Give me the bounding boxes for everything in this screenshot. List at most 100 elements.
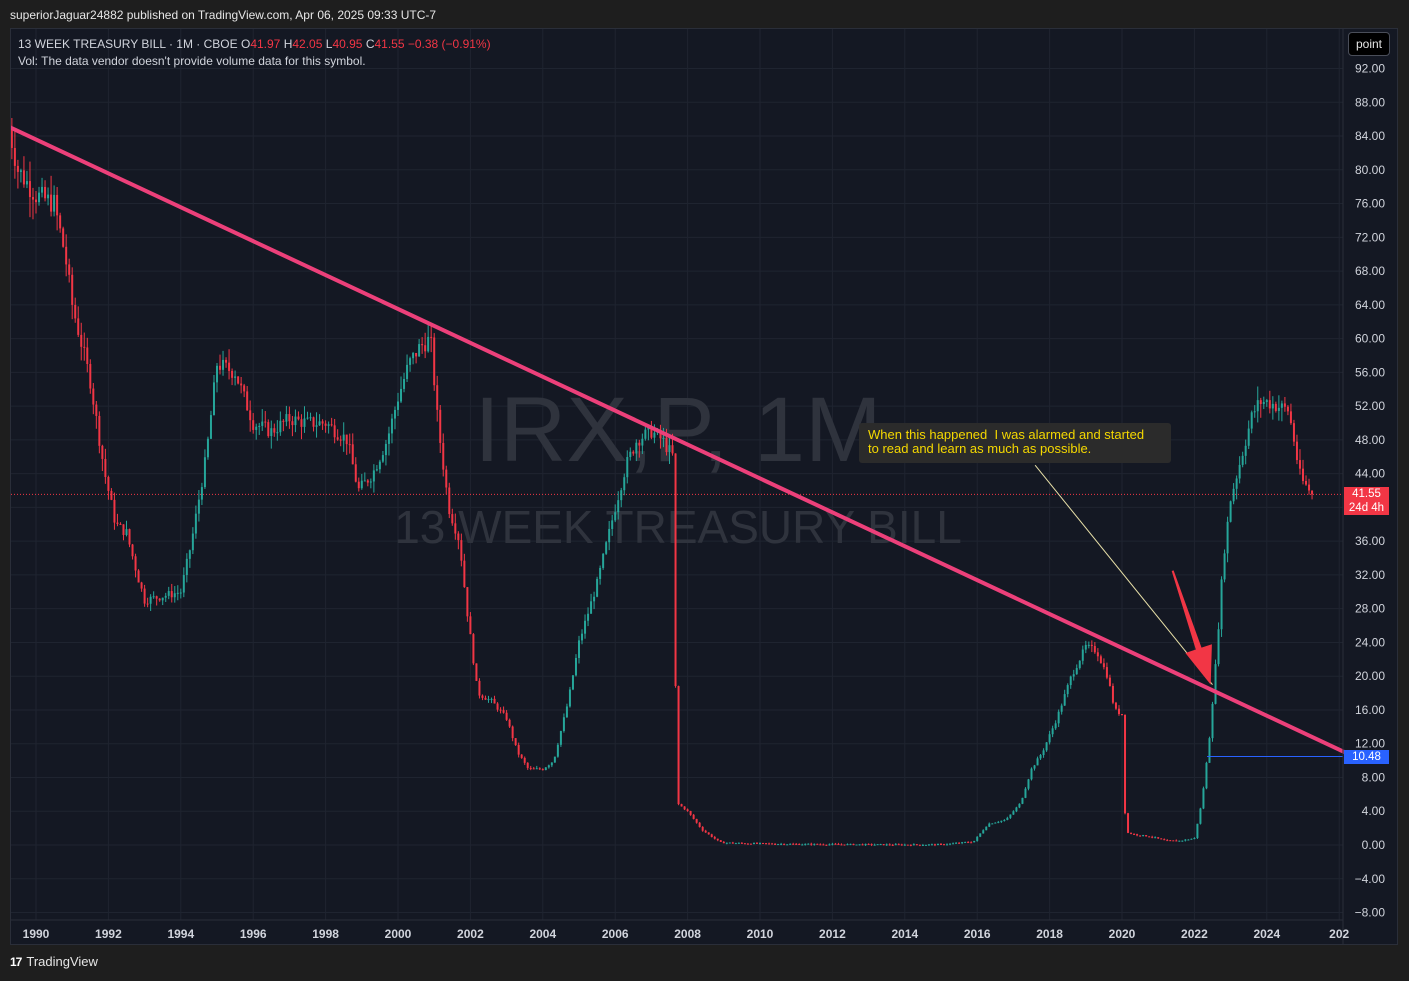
chart-canvas[interactable]: IRX,P, 1M 13 WEEK TREASURY BILL 92.00 88.… — [11, 29, 1398, 945]
candle-body — [1172, 840, 1175, 842]
candle-body — [1235, 478, 1238, 489]
candle-body — [41, 186, 44, 193]
candle-body — [439, 409, 442, 443]
candle-body — [1187, 839, 1190, 841]
candle-body — [1117, 708, 1120, 715]
candle-body — [695, 818, 698, 823]
candle-body — [336, 437, 339, 440]
y-tick-label: 68.00 — [1355, 264, 1385, 278]
red-arrow-drawing[interactable] — [1171, 570, 1212, 685]
candle-body — [783, 843, 786, 845]
candle-body — [692, 814, 695, 819]
candle-body — [759, 842, 761, 844]
candle-body — [556, 744, 559, 757]
candle-body — [958, 842, 961, 844]
horizontal-level-tag: 10.48 — [1344, 749, 1389, 764]
candle-body — [529, 767, 532, 769]
candle-body — [979, 833, 982, 837]
candle-body — [1283, 403, 1286, 407]
candle-body — [1280, 403, 1283, 408]
candle-body — [345, 434, 348, 445]
candle-body — [1066, 685, 1069, 695]
candle-body — [312, 417, 315, 427]
candle-body — [460, 540, 463, 561]
candle-body — [167, 591, 170, 596]
candle-body — [228, 362, 231, 371]
candle-body — [400, 388, 403, 402]
candle-body — [71, 274, 74, 305]
candle-body — [200, 487, 203, 500]
candle-body — [1298, 460, 1301, 469]
candle-body — [321, 421, 324, 424]
candle-body — [924, 844, 927, 846]
candle-body — [964, 842, 967, 844]
candle-body — [427, 336, 430, 352]
x-tick-label: 2002 — [457, 927, 484, 941]
candle-body — [508, 719, 511, 727]
candle-body — [1130, 832, 1133, 834]
candle-body — [95, 404, 98, 416]
candle-body — [369, 481, 372, 483]
x-tick-label: 2006 — [602, 927, 629, 941]
candle-body — [442, 442, 445, 470]
candle-body — [1295, 441, 1298, 461]
candle-body — [1133, 833, 1136, 835]
watermark-description: 13 WEEK TREASURY BILL — [394, 501, 962, 553]
candle-body — [599, 567, 602, 579]
candle-body — [653, 432, 656, 438]
candle-body — [357, 481, 360, 489]
candle-body — [1006, 817, 1009, 820]
candle-body — [342, 434, 345, 441]
candle-body — [1286, 406, 1289, 412]
candle-body — [1211, 703, 1214, 739]
time-axis: 1990 1992 1994 1996 1998 2000 2002 2004 2006 2008… — [23, 927, 1350, 941]
scale-mode-button[interactable]: point — [1348, 32, 1390, 56]
candle-body — [677, 686, 680, 805]
y-tick-label: 16.00 — [1355, 703, 1385, 717]
candle-body — [1202, 788, 1205, 809]
candle-body — [1108, 677, 1111, 686]
bar-countdown: 24d 4h — [1348, 502, 1385, 515]
candle-body — [1311, 490, 1314, 495]
annotation-note[interactable]: When this happened I was alarmed and sta… — [859, 423, 1171, 463]
candle-body — [1226, 521, 1229, 554]
y-tick-label: 28.00 — [1355, 602, 1385, 616]
candle-body — [25, 181, 28, 185]
candle-body — [194, 513, 197, 534]
candle-body — [1259, 400, 1262, 405]
x-tick-label: 2000 — [385, 927, 412, 941]
candle-body — [725, 842, 728, 844]
candle-body — [930, 844, 933, 846]
trend-line[interactable] — [11, 124, 1356, 759]
candle-body — [906, 844, 909, 846]
y-tick-label: 56.00 — [1355, 365, 1385, 379]
candle-body — [1081, 649, 1084, 661]
price-axis: 92.00 88.00 84.00 80.00 76.00 72.00 68.00 64.00… — [1355, 62, 1386, 920]
candle-body — [608, 528, 611, 543]
candle-body — [635, 442, 638, 454]
candle-body — [252, 420, 255, 430]
candle-body — [176, 592, 179, 594]
candle-body — [119, 523, 122, 525]
candle-body — [997, 821, 1000, 823]
candle-body — [562, 717, 565, 732]
candle-body — [1151, 836, 1154, 838]
candle-body — [1214, 664, 1217, 704]
candle-body — [638, 442, 641, 446]
y-tick-label: 12.00 — [1355, 737, 1385, 751]
candle-body — [351, 444, 354, 465]
candle-body — [976, 836, 979, 841]
candle-body — [122, 524, 125, 535]
candle-body — [1199, 808, 1202, 824]
candle-body — [484, 697, 487, 700]
candle-body — [1124, 714, 1127, 814]
candle-body — [219, 365, 222, 370]
chart-pane[interactable]: IRX,P, 1M 13 WEEK TREASURY BILL 92.00 88.… — [10, 28, 1398, 945]
legend-volume-note: Vol: The data vendor doesn't provide vol… — [18, 54, 366, 68]
candle-body — [719, 840, 722, 842]
candle-body — [849, 843, 852, 845]
candle-body — [188, 550, 191, 559]
candle-body — [140, 582, 143, 589]
candle-body — [505, 712, 508, 720]
candle-body — [614, 512, 617, 521]
